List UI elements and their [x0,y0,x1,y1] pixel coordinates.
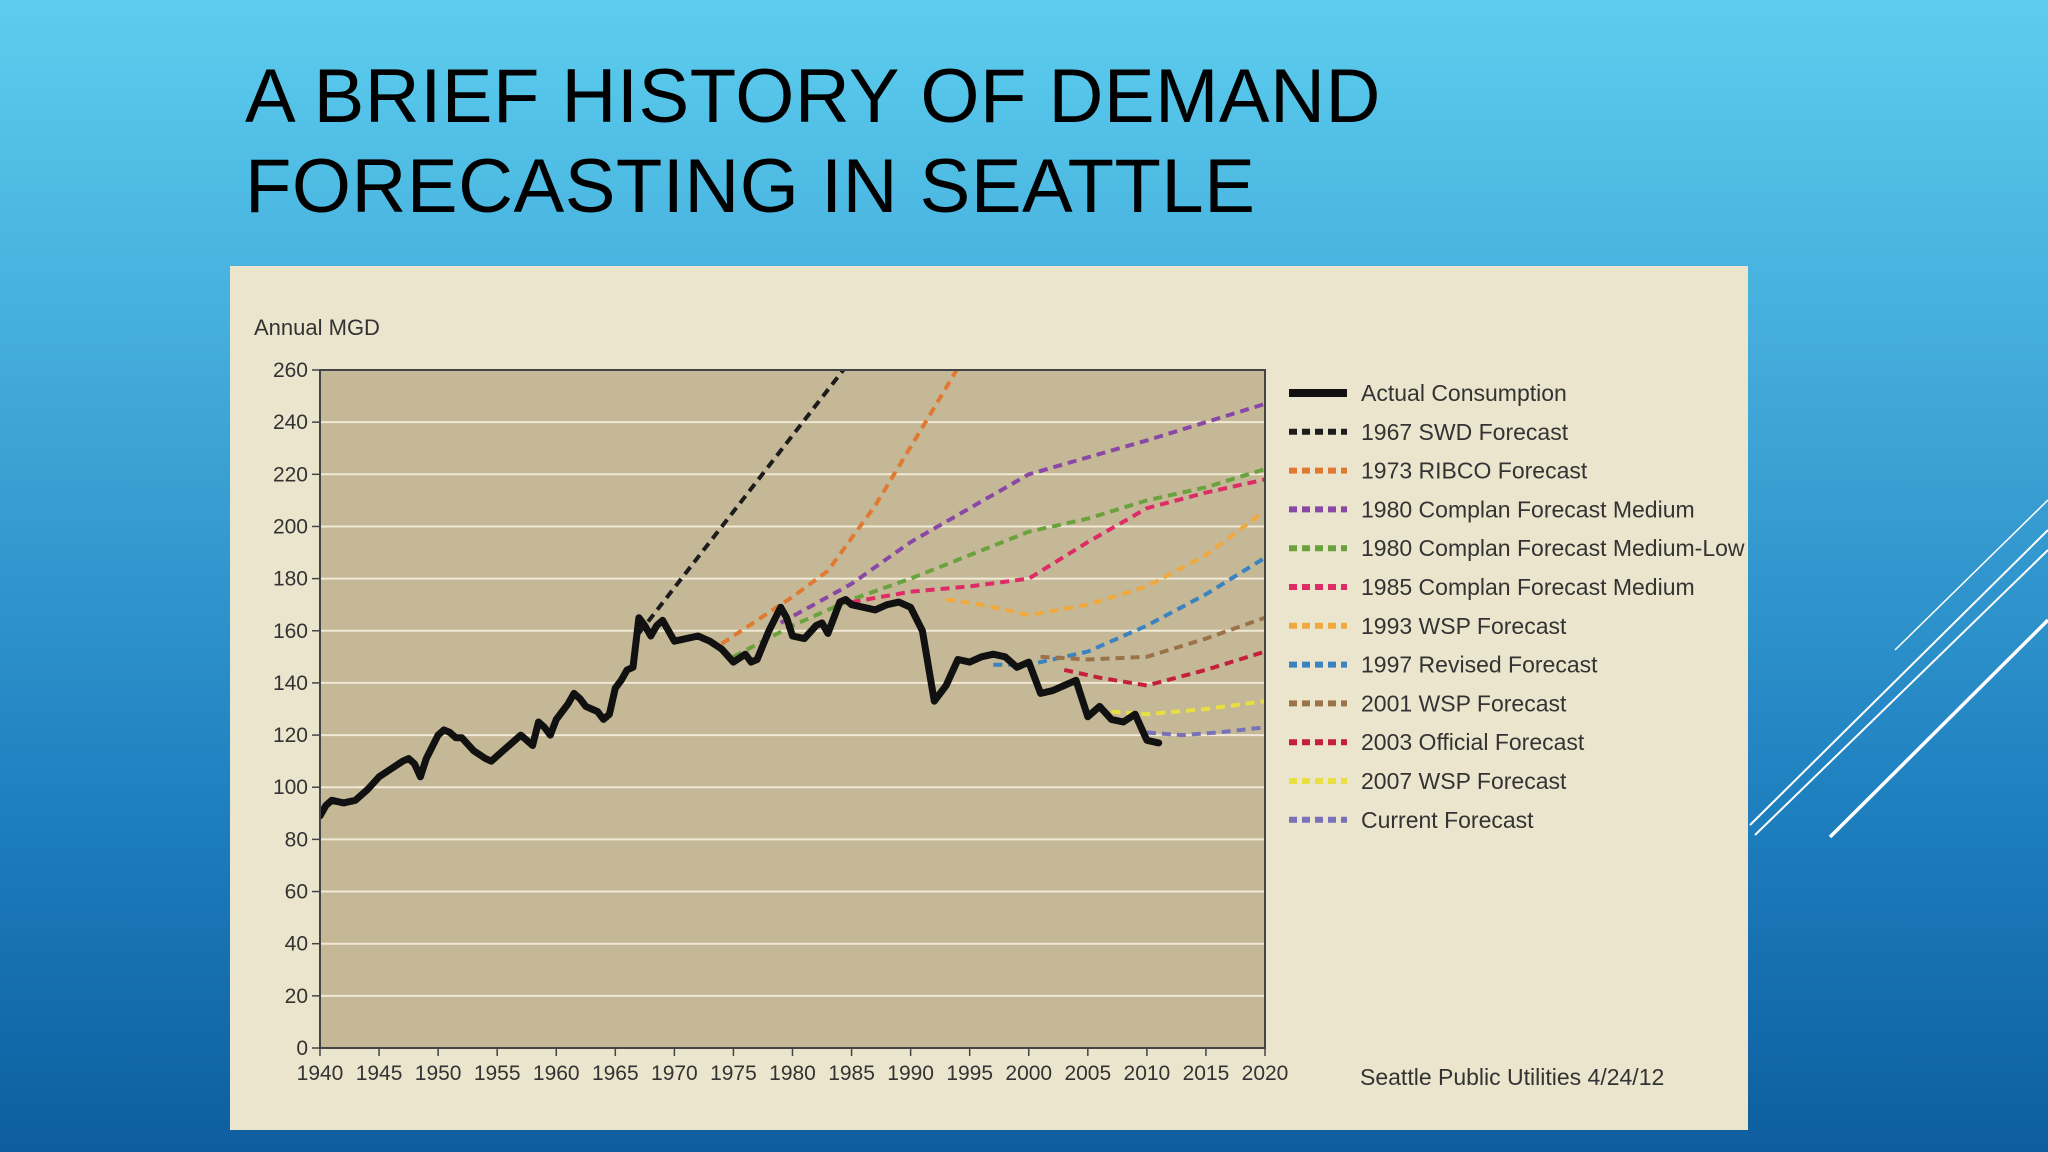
x-tick-label-1940: 1940 [297,1062,344,1085]
y-tick-label-260: 260 [273,359,308,382]
series-line-1997-revised-forecast [993,556,1265,667]
gridlines [320,421,1265,997]
legend-label-2003-official-forecast: 2003 Official Forecast [1361,729,1585,755]
x-tick-label-2010: 2010 [1124,1062,1171,1085]
y-axis-ticks: 0 20 40 60 80 100 120 140 160 180 200 220 240 260 [273,359,320,1060]
series-line-2007-wsp-forecast [1111,699,1265,717]
series-line-1980-complan-forecast-medium-low [732,467,1265,659]
series-line-1967-swd-forecast [637,370,845,635]
y-tick-label-140: 140 [273,672,308,695]
plot-frame [319,369,1266,1049]
series-line-1985-complan-forecast-medium [851,477,1265,605]
x-tick-label-1970: 1970 [651,1062,698,1085]
decorative-lines [1749,499,2048,839]
series-line-1973-ribco-forecast [720,370,959,646]
y-tick-label-60: 60 [285,881,308,904]
series-line-2003-official-forecast [1063,649,1265,688]
legend-label-1980-complan-forecast-medium: 1980 Complan Forecast Medium [1361,496,1695,522]
legend-label-actual-consumption: Actual Consumption [1361,380,1567,406]
series-line-current-forecast [1146,725,1265,738]
x-tick-label-1960: 1960 [533,1062,580,1085]
x-axis-ticks: 1940 1945 1950 1955 1960 1965 1970 1975 1980 1985… [297,1048,1289,1085]
y-tick-label-120: 120 [273,724,308,747]
legend-label-2007-wsp-forecast: 2007 WSP Forecast [1361,768,1567,794]
slide-title: A BRIEF HISTORY OF DEMAND FORECASTING IN… [245,52,1381,232]
series-lines [320,370,1265,820]
x-tick-label-1995: 1995 [946,1062,993,1085]
legend: Actual Consumption 1967 SWD Forecast 1973 … [1289,380,1745,833]
chart-svg: Annual MGD 0 20 40 60 80 100 120 140 160 180 200 22… [230,266,1748,1130]
slide-title-line-2: FORECASTING IN SEATTLE [245,144,1256,229]
x-tick-label-1980: 1980 [769,1062,816,1085]
x-tick-label-1955: 1955 [474,1062,521,1085]
source-note: Seattle Public Utilities 4/24/12 [1360,1064,1664,1090]
series-line-1980-complan-forecast-medium [779,401,1265,625]
series-line-actual-consumption [320,596,1163,820]
y-tick-label-220: 220 [273,463,308,486]
x-tick-label-1950: 1950 [415,1062,462,1085]
y-tick-label-240: 240 [273,411,308,434]
x-tick-label-1975: 1975 [710,1062,757,1085]
x-tick-label-2005: 2005 [1064,1062,1111,1085]
x-tick-label-2000: 2000 [1005,1062,1052,1085]
x-tick-label-1945: 1945 [356,1062,403,1085]
chart-figure: Annual MGD 0 20 40 60 80 100 120 140 160 180 200 22… [230,266,1748,1130]
legend-label-1980-complan-forecast-medium-low: 1980 Complan Forecast Medium-Low [1361,535,1745,561]
y-tick-label-180: 180 [273,568,308,591]
x-tick-label-1985: 1985 [828,1062,875,1085]
y-tick-label-160: 160 [273,620,308,643]
legend-label-1967-swd-forecast: 1967 SWD Forecast [1361,419,1569,445]
y-tick-label-100: 100 [273,776,308,799]
plot-area [320,370,1265,1048]
x-tick-label-2020: 2020 [1242,1062,1289,1085]
legend-label-1997-revised-forecast: 1997 Revised Forecast [1361,652,1598,678]
x-tick-label-1990: 1990 [887,1062,934,1085]
y-tick-label-20: 20 [285,985,308,1008]
legend-label-1973-ribco-forecast: 1973 RIBCO Forecast [1361,458,1588,484]
y-tick-label-40: 40 [285,933,308,956]
y-tick-label-80: 80 [285,828,308,851]
y-tick-label-0: 0 [296,1037,308,1060]
x-tick-label-2015: 2015 [1183,1062,1230,1085]
legend-label-current-forecast: Current Forecast [1361,807,1534,833]
legend-label-2001-wsp-forecast: 2001 WSP Forecast [1361,690,1567,716]
legend-label-1985-complan-forecast-medium: 1985 Complan Forecast Medium [1361,574,1695,600]
y-axis-label: Annual MGD [254,315,380,340]
legend-label-1993-wsp-forecast: 1993 WSP Forecast [1361,613,1567,639]
y-tick-label-200: 200 [273,515,308,538]
slide-title-line-1: A BRIEF HISTORY OF DEMAND [245,54,1381,139]
x-tick-label-1965: 1965 [592,1062,639,1085]
series-line-2001-wsp-forecast [1040,615,1265,662]
series-line-1993-wsp-forecast [945,509,1265,618]
